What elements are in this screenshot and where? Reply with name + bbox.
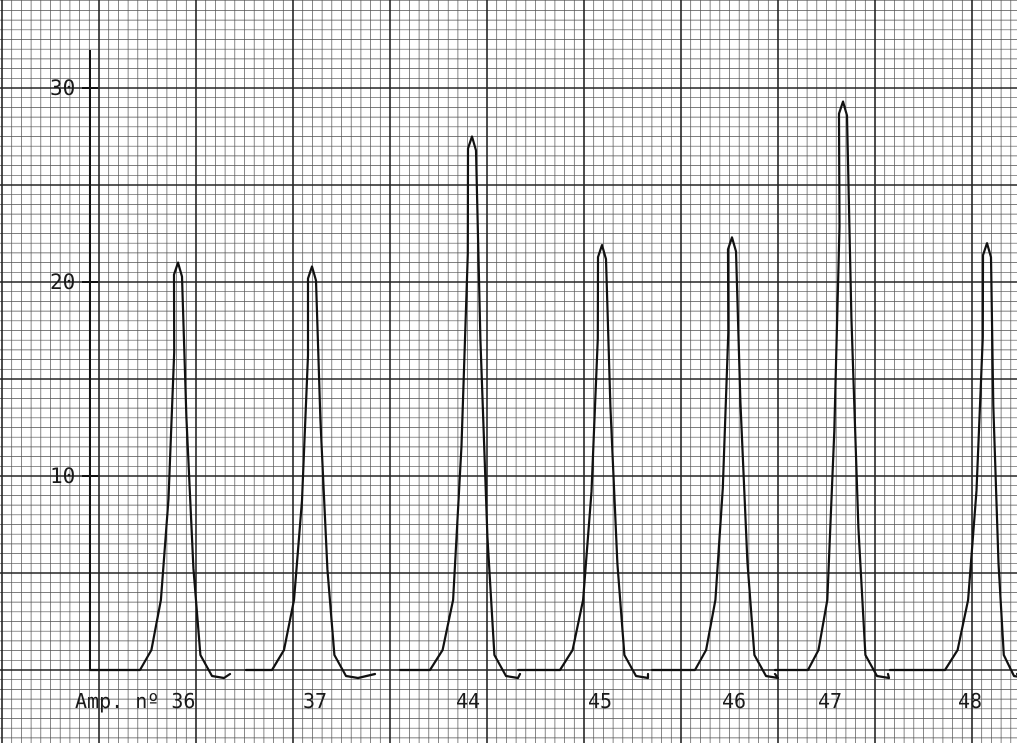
peak-trace	[773, 100, 891, 680]
peak-trace	[516, 244, 650, 680]
peak-label: 44	[456, 689, 480, 713]
peak-labels: Amp. nº 36 37 44 45 46 47 48	[75, 689, 982, 713]
peak-label: 48	[958, 689, 982, 713]
peak-trace	[398, 135, 522, 680]
peak-label: 37	[303, 689, 327, 713]
y-tick-label: 10	[50, 464, 75, 488]
peak-trace	[650, 236, 780, 680]
peak-trace	[888, 242, 1017, 678]
peak-label: 47	[818, 689, 842, 713]
trace-layer	[88, 100, 1017, 680]
y-ticks: 10 20 30	[50, 76, 98, 488]
y-tick-label: 20	[50, 270, 75, 294]
peak-trace	[88, 261, 232, 680]
peak-trace	[244, 265, 377, 680]
peak-label: 45	[588, 689, 612, 713]
peak-label: 46	[722, 689, 746, 713]
y-tick-label: 30	[50, 76, 75, 100]
peak-label: Amp. nº 36	[75, 689, 195, 713]
